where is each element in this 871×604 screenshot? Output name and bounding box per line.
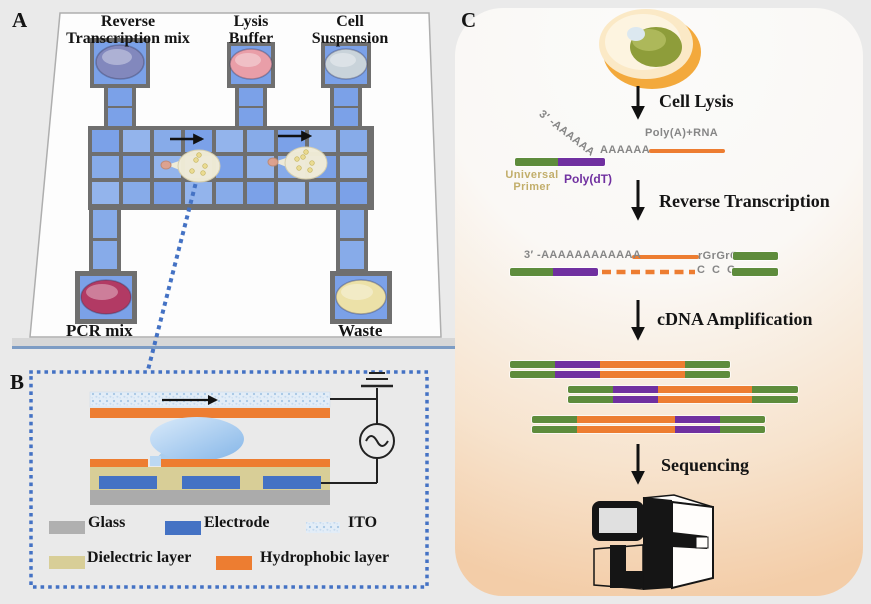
step-cdna-amplification: cDNA Amplification [657, 309, 813, 329]
zoom-dotted-line [145, 183, 198, 373]
lysis-buffer-droplet [229, 48, 273, 80]
plate-edge-line [12, 346, 455, 349]
workflow-graphics [592, 9, 725, 590]
cells-in-droplet [189, 152, 208, 176]
droplet-tail-tip [160, 160, 172, 170]
step-cell-lysis: Cell Lysis [659, 91, 734, 111]
rg-overhang: rGrGrG [698, 250, 739, 262]
hydrophobic-layer-bottom-left [90, 459, 148, 467]
device-cross-section [29, 370, 429, 589]
legend-swatch-dielectric [49, 556, 85, 569]
hydrophobic-layer-bottom-right [161, 459, 330, 467]
polyA-rna-label: Poly(A)+RNA [645, 127, 719, 139]
legend-swatch-ito [306, 522, 340, 533]
amplicon-pair-3 [532, 416, 765, 436]
pcr-mix-droplet [80, 279, 132, 315]
rt-mix-droplet [95, 44, 145, 80]
moving-droplet-1 [160, 149, 221, 183]
waste-label: Waste [338, 321, 383, 340]
legend-swatches [49, 521, 340, 570]
pcr-mix-label: PCR mix [66, 321, 133, 340]
glass-layer [90, 490, 330, 505]
ac-source-icon [359, 423, 395, 459]
universal-primer-label: Universal Primer [505, 169, 559, 193]
rna-polyA-tail-seq: AAAAAA [600, 144, 651, 156]
c-overhang: C C C [697, 264, 737, 276]
cells-in-droplet [294, 149, 315, 173]
cdna-bottom-right-bar [732, 268, 778, 276]
cell-suspension-label: Cell Suspension [311, 13, 389, 47]
legend-swatch-electrode [165, 521, 201, 535]
ground-icon [361, 372, 393, 388]
legend-label-dielectric: Dielectric layer [87, 549, 192, 566]
electrodes [99, 476, 321, 489]
rna-strands [602, 149, 725, 275]
legend-swatch-glass [49, 521, 85, 534]
amplicon-pair-2 [568, 386, 798, 406]
reservoir-droplets [80, 44, 387, 315]
cell-suspension-droplet [324, 48, 368, 80]
legend-label-electrode: Electrode [204, 514, 270, 531]
waste-droplet [335, 279, 387, 315]
legend-label-ito: ITO [348, 514, 378, 531]
rt-mix-label: Reverse Transcription mix [66, 13, 190, 47]
circuit [321, 372, 395, 484]
cdna-top-right-bar [733, 252, 778, 260]
lysis-buffer-label: Lysis Buffer [228, 13, 274, 47]
cdna-bottom-left-bar [510, 268, 598, 276]
legend-label-hydrophobic: Hydrophobic layer [260, 549, 390, 566]
hydrophobic-layer-top [90, 408, 330, 418]
legend-label-glass: Glass [88, 514, 126, 531]
panel-c-label: C [461, 8, 477, 32]
dmf-chip-illustration [12, 12, 455, 373]
droplet-tail-tip [267, 157, 279, 167]
amplicon-pair-1 [510, 361, 730, 381]
legend-swatch-hydrophobic [216, 556, 252, 570]
plate-edge [12, 338, 455, 346]
dotted-callout-box [29, 370, 429, 589]
sandwiched-droplet [150, 417, 244, 466]
moving-droplet-2 [267, 146, 328, 180]
droplet-highlights [86, 49, 373, 300]
primer-bar [515, 158, 605, 166]
sequencer-icon [592, 494, 714, 590]
panel-b-label: B [10, 370, 25, 394]
step-reverse-transcription: Reverse Transcription [659, 191, 830, 211]
panel-a-label: A [12, 8, 28, 32]
poly-dt-label: Poly(dT) [564, 172, 612, 186]
step-sequencing: Sequencing [661, 455, 750, 475]
cdna-top-seq: 3′ -AAAAAAAAAAAA [524, 249, 642, 261]
cell-icon [599, 9, 701, 89]
